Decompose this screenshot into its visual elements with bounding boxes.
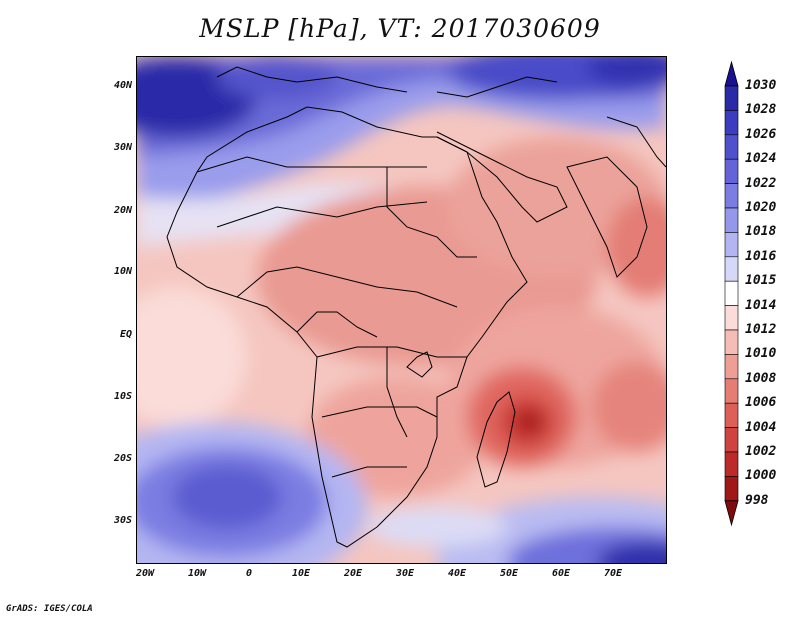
colorbar-segment: [724, 378, 739, 404]
lat-label-30n: 30N: [113, 142, 132, 153]
lon-label-20e: 20E: [343, 568, 363, 579]
colorbar-segment: [724, 256, 739, 282]
lon-label-10w: 10W: [187, 568, 207, 579]
colorbar-label: 1010: [745, 346, 777, 362]
colorbar-label: 1012: [745, 322, 777, 337]
colorbar-label: 1000: [745, 468, 777, 484]
lat-label-30s: 30S: [113, 515, 132, 526]
lat-label-20n: 20N: [113, 205, 132, 216]
colorbar-label: 1028: [745, 102, 777, 118]
colorbar-label: 1018: [745, 224, 777, 240]
colorbar-segment: [724, 354, 739, 380]
credit-text: GrADS: IGES/COLA: [6, 604, 93, 614]
map-title: MSLP [hPa], VT: 2017030609: [199, 14, 601, 43]
lat-label-10n: 10N: [113, 266, 132, 277]
colorbar-label: 1016: [745, 248, 777, 264]
lat-label-40n: 40N: [113, 80, 132, 91]
lat-label-10s: 10S: [113, 391, 132, 402]
colorbar-segment: [724, 427, 739, 453]
pressure-map: [136, 56, 667, 564]
colorbar-label: 1020: [745, 200, 777, 215]
lon-label-70e: 70E: [603, 568, 623, 579]
lon-label-60e: 60E: [551, 568, 571, 579]
pressure-field: [137, 57, 666, 563]
colorbar-label: 1008: [745, 370, 777, 386]
colorbar-segment: [724, 85, 739, 111]
colorbar-segment: [724, 183, 739, 209]
colorbar-label: 1004: [745, 419, 777, 435]
colorbar-label: 1022: [745, 175, 777, 191]
colorbar-label: 1006: [745, 395, 777, 411]
colorbar-arrow-bottom: [724, 500, 739, 527]
lon-label-50e: 50E: [499, 568, 519, 579]
lon-label-40e: 40E: [447, 568, 467, 579]
colorbar-segment: [724, 451, 739, 477]
lat-label-eq: EQ: [119, 329, 132, 340]
colorbar-label: 1014: [745, 297, 777, 313]
colorbar-segment: [724, 207, 739, 233]
colorbar-label: 1002: [745, 444, 777, 459]
lon-label-30e: 30E: [395, 568, 415, 579]
colorbar-arrow-top: [724, 60, 739, 87]
colorbar-label: 1030: [745, 78, 777, 93]
colorbar-label: 1024: [745, 151, 777, 167]
lon-label-0: 0: [245, 568, 253, 579]
colorbar-segment: [724, 158, 739, 184]
lon-label-20w: 20W: [135, 568, 155, 579]
colorbar-segment: [724, 305, 739, 331]
colorbar-label: 998: [745, 492, 769, 508]
colorbar-segment: [724, 329, 739, 355]
colorbar-label: 1015: [745, 273, 777, 289]
colorbar-segment: [724, 280, 739, 306]
lat-label-20s: 20S: [113, 453, 132, 464]
colorbar-segment: [724, 134, 739, 160]
lon-label-10e: 10E: [291, 568, 311, 579]
colorbar-segment: [724, 402, 739, 428]
pressure-colorbar: [724, 60, 739, 527]
colorbar-segment: [724, 110, 739, 136]
colorbar-label: 1026: [745, 126, 777, 142]
colorbar-segment: [724, 476, 739, 502]
colorbar-segment: [724, 232, 739, 258]
coastlines: [166, 66, 666, 548]
